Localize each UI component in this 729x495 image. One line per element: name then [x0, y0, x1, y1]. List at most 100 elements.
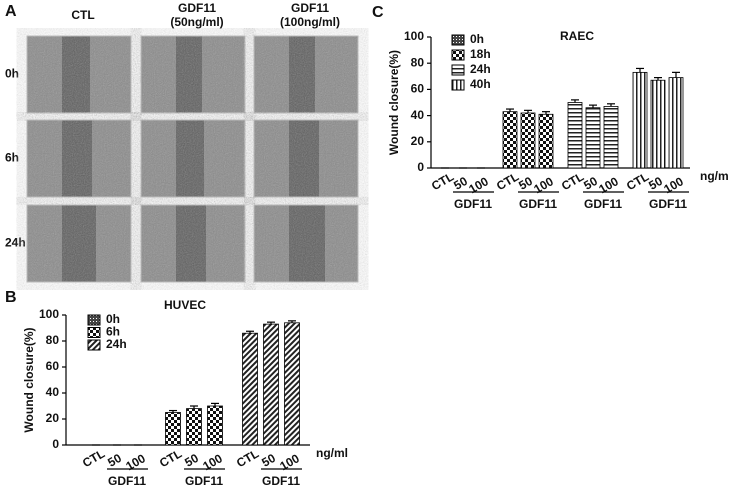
- row-label: 24h: [5, 236, 26, 250]
- bar: [263, 323, 279, 446]
- group-label: GDF11: [108, 474, 146, 488]
- unit-label: ng/ml: [700, 169, 729, 183]
- frame: [140, 204, 246, 283]
- panel-label: C: [372, 4, 384, 21]
- bar: [585, 107, 601, 169]
- legend-label: 6h: [106, 325, 120, 339]
- legend-label: 0h: [470, 32, 484, 46]
- legend-label: 24h: [470, 62, 491, 76]
- x-tick-label: 100: [277, 451, 302, 473]
- x-tick-label: 50: [516, 174, 535, 193]
- column-header: GDF11: [178, 1, 216, 15]
- x-tick-label: 100: [200, 451, 225, 473]
- legend-swatch: [451, 64, 465, 76]
- legend-swatch: [451, 49, 465, 61]
- y-axis-label: Wound closure(%): [22, 327, 36, 432]
- texture: [254, 205, 358, 282]
- frame: [253, 35, 359, 114]
- texture: [27, 120, 131, 197]
- x-tick-label: CTL: [80, 446, 107, 470]
- row-label: 6h: [5, 151, 19, 165]
- group-label: GDF11: [262, 474, 300, 488]
- x-tick-label: 50: [581, 174, 600, 193]
- bar: [668, 77, 684, 169]
- frame: [253, 119, 359, 198]
- column-header: GDF11: [291, 1, 329, 15]
- bar: [502, 111, 518, 169]
- column-header: CTL: [71, 8, 94, 22]
- x-tick-label: 50: [182, 451, 201, 470]
- x-tick-label: 50: [646, 174, 665, 193]
- texture: [27, 36, 131, 113]
- bar: [186, 408, 202, 446]
- column-header: (50ng/ml): [170, 15, 223, 29]
- legend-swatch: [87, 327, 101, 338]
- texture: [141, 36, 245, 113]
- unit-label: ng/ml: [316, 446, 348, 460]
- legend-swatch: [451, 34, 465, 46]
- group-label: GDF11: [519, 197, 557, 211]
- group-label: GDF11: [454, 197, 492, 211]
- group-label: GDF11: [584, 197, 622, 211]
- legend-label: 18h: [470, 47, 491, 61]
- x-tick-label: CTL: [157, 446, 184, 470]
- y-tick-label: 0: [417, 160, 424, 174]
- texture: [27, 205, 131, 282]
- row-label: 0h: [5, 67, 19, 81]
- frame: [253, 204, 359, 283]
- frame: [26, 119, 132, 198]
- x-tick-label: 50: [259, 451, 278, 470]
- bar: [632, 71, 648, 169]
- group-label: GDF11: [185, 474, 223, 488]
- frame: [26, 204, 132, 283]
- x-tick-label: 50: [451, 174, 470, 193]
- y-tick-label: 60: [46, 359, 60, 373]
- bar: [242, 332, 258, 446]
- bar: [567, 102, 583, 169]
- y-tick-label: 80: [411, 55, 425, 69]
- texture: [141, 205, 245, 282]
- y-tick-label: 0: [52, 437, 59, 451]
- texture: [141, 120, 245, 197]
- y-tick-label: 100: [404, 29, 424, 43]
- bar: [520, 112, 536, 169]
- bar: [538, 113, 554, 169]
- y-tick-label: 40: [411, 108, 425, 122]
- legend-label: 0h: [106, 312, 120, 326]
- x-tick-label: 50: [105, 451, 124, 470]
- y-tick-label: 20: [411, 134, 425, 148]
- x-tick-label: 100: [661, 174, 686, 196]
- legend-swatch: [451, 79, 465, 91]
- x-tick-label: 100: [596, 174, 621, 196]
- column-header: (100ng/ml): [280, 15, 340, 29]
- legend-label: 24h: [106, 337, 127, 351]
- panel-label: B: [5, 289, 17, 306]
- frame: [140, 35, 246, 114]
- y-axis-label: Wound closure(%): [387, 50, 401, 155]
- legend-label: 40h: [470, 77, 491, 91]
- bar: [284, 322, 300, 446]
- y-tick-label: 100: [39, 307, 59, 321]
- chart-title: RAEC: [560, 29, 594, 43]
- frame: [26, 35, 132, 114]
- y-tick-label: 40: [46, 385, 60, 399]
- y-tick-label: 20: [46, 411, 60, 425]
- bar: [165, 412, 181, 446]
- legend-swatch: [87, 314, 101, 326]
- y-tick-label: 80: [46, 333, 60, 347]
- x-tick-label: CTL: [234, 446, 261, 470]
- chart-title: HUVEC: [164, 298, 206, 312]
- bar: [603, 106, 619, 169]
- texture: [254, 36, 358, 113]
- legend-swatch: [87, 339, 101, 351]
- x-tick-label: 100: [531, 174, 556, 196]
- frame: [140, 119, 246, 198]
- texture: [254, 120, 358, 197]
- y-tick-label: 60: [411, 82, 425, 96]
- x-tick-label: 100: [466, 174, 491, 196]
- bar: [650, 79, 666, 169]
- group-label: GDF11: [649, 197, 687, 211]
- bar: [207, 405, 223, 446]
- panel-label: A: [5, 3, 17, 20]
